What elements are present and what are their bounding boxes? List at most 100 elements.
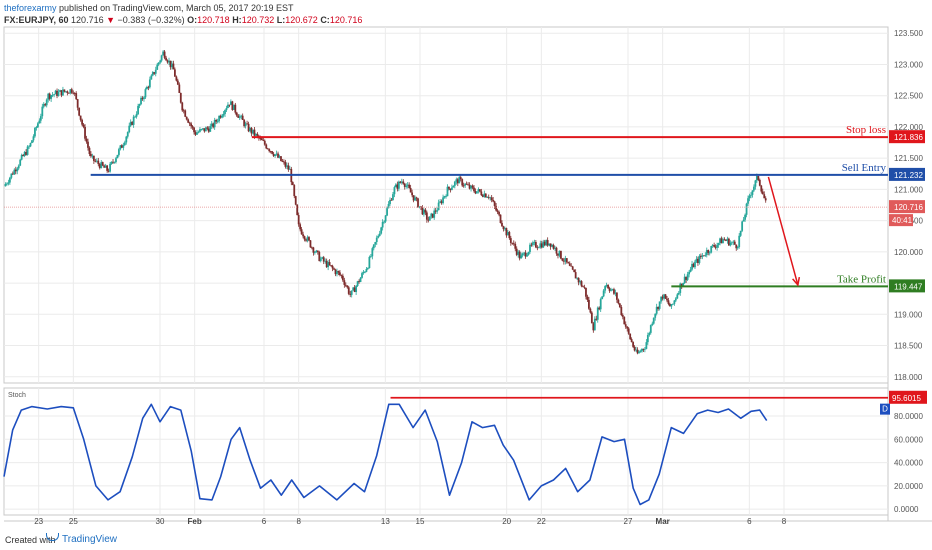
candle-body [372, 244, 375, 249]
candle-body [694, 261, 696, 268]
candle-body [403, 183, 406, 187]
tradingview-brand[interactable]: TradingView [46, 533, 117, 545]
price-tick-label: 121.000 [894, 185, 923, 194]
candle-body [100, 162, 103, 169]
candle-body [616, 292, 618, 300]
candle-body [268, 149, 271, 152]
candle-body [730, 242, 733, 244]
candle-body [128, 125, 131, 133]
candle-body [190, 123, 193, 127]
candle-body [666, 298, 668, 301]
candle-body [613, 289, 615, 294]
candle-body [471, 185, 474, 188]
candle-body [232, 104, 235, 110]
candle-body [484, 193, 487, 198]
candle-body [486, 197, 489, 199]
candle-body [663, 294, 665, 299]
time-tick-label: 22 [537, 517, 546, 526]
candle-body [319, 258, 322, 262]
candle-body [358, 281, 360, 282]
candle-body [185, 116, 188, 120]
candle-body [70, 89, 73, 93]
candle-body [608, 288, 611, 291]
price-change: −0.383 (−0.32%) [117, 15, 185, 25]
candle-body [736, 246, 739, 249]
candle-body [60, 90, 63, 96]
candle-body [764, 198, 767, 201]
candle-body [182, 110, 185, 112]
candle-body [586, 296, 589, 300]
candle-body [48, 93, 51, 99]
candle-body [53, 94, 55, 96]
candle-body [580, 281, 583, 287]
candle-body [570, 265, 573, 267]
candle-body [306, 237, 309, 241]
candle-body [654, 313, 657, 318]
candle-body [753, 186, 755, 191]
candle-body [761, 191, 764, 195]
candle-body [532, 242, 534, 245]
publish-info: theforexarmy published on TradingView.co… [4, 3, 294, 13]
candle-body [676, 294, 679, 299]
candle-body [738, 235, 741, 247]
candle-body [680, 283, 683, 287]
candle-body [459, 177, 462, 180]
candle-body [8, 177, 11, 183]
candle-body [618, 303, 621, 308]
candle-body [160, 55, 163, 61]
candle-body [755, 176, 758, 181]
candle-body [585, 287, 587, 297]
candle-body [178, 84, 181, 93]
candle-body [636, 349, 639, 354]
candle-body [97, 160, 100, 165]
candle-body [347, 287, 350, 294]
candle-body [75, 93, 78, 100]
candle-body [617, 299, 620, 304]
candle-body [57, 91, 60, 96]
candle-body [470, 185, 472, 189]
candle-body [727, 238, 730, 246]
candle-body [144, 89, 147, 98]
candle-body [409, 187, 412, 193]
author-link[interactable]: theforexarmy [4, 3, 57, 13]
candle-body [210, 123, 213, 127]
candle-body [112, 161, 114, 163]
candle-body [392, 194, 394, 201]
candle-body [327, 262, 330, 268]
candle-body [212, 123, 215, 128]
candle-body [493, 201, 496, 206]
candle-body [64, 91, 67, 93]
candle-body [414, 197, 416, 201]
candle-body [106, 165, 109, 171]
candle-body [506, 232, 509, 236]
candle-body [235, 112, 238, 116]
candle-body [202, 128, 204, 130]
candle-body [477, 189, 480, 192]
candle-body [652, 317, 655, 324]
candle-body [62, 89, 64, 96]
candle-body [573, 269, 576, 273]
candle-body [461, 179, 464, 186]
candle-body [165, 57, 167, 61]
candle-body [467, 184, 469, 186]
stoch-d-badge-label: D [882, 405, 888, 414]
candle-body [294, 196, 297, 205]
candle-body [109, 163, 111, 172]
candle-body [115, 158, 117, 163]
candle-body [196, 132, 198, 135]
candle-body [427, 219, 430, 221]
candle-body [417, 198, 419, 208]
candle-body [406, 184, 409, 186]
candle-body [246, 123, 248, 125]
candle-body [395, 184, 397, 188]
candle-body [296, 204, 299, 216]
candle-body [321, 257, 324, 259]
candle-body [521, 253, 524, 256]
candle-body [598, 307, 601, 310]
candle-body [6, 183, 8, 185]
candle-body [620, 307, 623, 316]
candle-body [269, 151, 272, 152]
candle-body [25, 152, 27, 155]
candle-body [661, 296, 664, 299]
